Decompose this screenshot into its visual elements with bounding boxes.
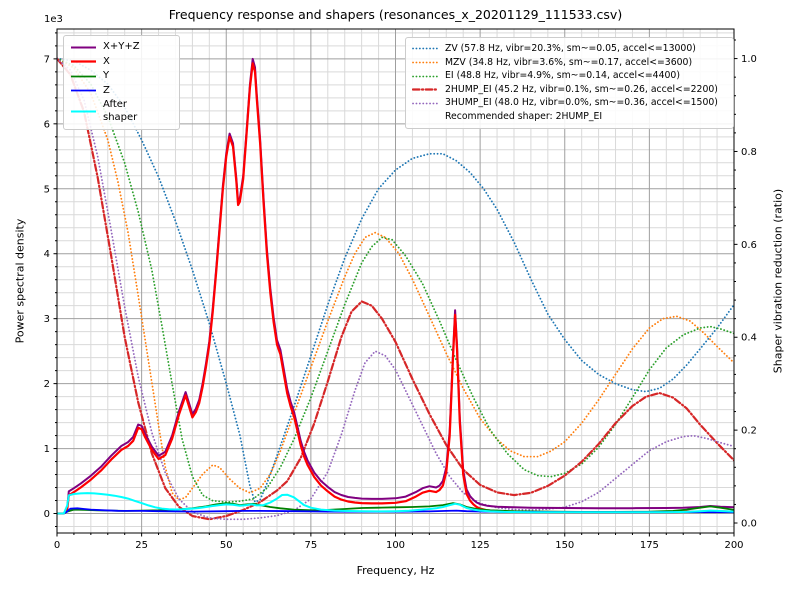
legend-entry: 3HUMP_EI (48.0 Hz, vibr=0.0%, sm~=0.36, … (412, 97, 727, 109)
legend-entry: ZV (57.8 Hz, vibr=20.3%, sm~=0.05, accel… (412, 43, 727, 55)
series-2hump-ei (57, 57, 734, 521)
y-left-tick-label: 6 (44, 119, 50, 130)
legend-entry-label: X+Y+Z (103, 41, 140, 52)
y-left-tick-label: 1 (44, 444, 50, 455)
legend-entry-label: Y (103, 70, 110, 81)
x-tick-label: 100 (386, 540, 405, 551)
y-left-tick-label: 0 (44, 509, 50, 520)
line-swatch-icon (71, 89, 96, 92)
y-right-tick-label: 0.4 (741, 333, 757, 344)
x-tick-label: 200 (724, 540, 743, 551)
y-right-tick-label: 0.6 (741, 240, 757, 251)
x-tick-label: 175 (640, 540, 659, 551)
legend-entry: EI (48.8 Hz, vibr=4.9%, sm~=0.14, accel<… (412, 70, 727, 82)
y-right-tick-label: 0.8 (741, 147, 757, 158)
legend-entry-label: EI (48.8 Hz, vibr=4.9%, sm~=0.14, accel<… (445, 70, 680, 82)
y-left-tick-label: 4 (44, 249, 50, 260)
line-swatch-icon (412, 111, 439, 122)
x-tick-label: 150 (555, 540, 574, 551)
x-tick-label: 25 (135, 540, 148, 551)
line-swatch-icon (71, 46, 96, 49)
line-swatch-icon (71, 110, 96, 113)
series-3hump-ei (57, 57, 734, 521)
legend-footer-label: Recommended shaper: 2HUMP_EI (445, 111, 603, 123)
legend-shapers: ZV (57.8 Hz, vibr=20.3%, sm~=0.05, accel… (405, 37, 734, 129)
line-swatch-icon (71, 75, 96, 78)
x-tick-label: 75 (305, 540, 318, 551)
chart-title: Frequency response and shapers (resonanc… (168, 7, 623, 22)
series-ei (57, 57, 734, 503)
y-axis-label-right: Shaper vibration reduction (ratio) (771, 188, 785, 374)
y-right-tick-label: 0.0 (741, 519, 757, 530)
legend-entry: After shaper (70, 99, 173, 124)
series-group (57, 57, 734, 521)
legend-entry-label: Z (103, 84, 110, 96)
series-zv (57, 57, 734, 503)
x-tick-label: 50 (220, 540, 233, 551)
y-left-tick-label: 2 (44, 379, 50, 390)
x-tick-label: 0 (54, 540, 60, 551)
legend-entry-label: X (103, 55, 110, 67)
y-left-tick-label: 5 (44, 184, 50, 195)
legend-entry-label: MZV (34.8 Hz, vibr=3.6%, sm~=0.17, accel… (445, 56, 693, 68)
legend-footer: Recommended shaper: 2HUMP_EI (412, 111, 727, 123)
y-axis-offset-label: 1e3 (44, 14, 63, 25)
legend-entry: X+Y+Z (70, 41, 173, 54)
y-axis-label-left: Power spectral density (13, 218, 27, 344)
series-x (57, 62, 734, 515)
series-after-shaper (57, 492, 734, 515)
y-right-tick-label: 1.0 (741, 54, 757, 65)
tick-labels: 0 25 50 75 100 125 150 175 200 0 1 2 3 4 5 6 7 0.0 0.2 0.4 0… (44, 54, 757, 551)
legend-entry-label: 3HUMP_EI (48.0 Hz, vibr=0.0%, sm~=0.36, … (445, 97, 718, 109)
legend-entry-label: After shaper (103, 99, 138, 123)
line-swatch-icon (412, 61, 439, 64)
line-swatch-icon (412, 75, 439, 77)
legend-entry: 2HUMP_EI (45.2 Hz, vibr=0.1%, sm~=0.26, … (412, 84, 727, 96)
legend-entry: Z (70, 85, 173, 98)
legend-psd: X+Y+Z X Y Z After shaper (63, 35, 180, 130)
series-mzv (57, 57, 734, 501)
x-axis-label: Frequency, Hz (356, 564, 435, 577)
line-swatch-icon (71, 60, 96, 63)
y-left-tick-label: 7 (44, 54, 50, 65)
y-left-tick-label: 3 (44, 314, 50, 325)
legend-entry: Y (70, 70, 173, 83)
line-swatch-icon (412, 88, 439, 91)
legend-entry: X (70, 56, 173, 69)
legend-entry: MZV (34.8 Hz, vibr=3.6%, sm~=0.17, accel… (412, 57, 727, 69)
axes-frame (53, 28, 738, 537)
x-tick-label: 125 (471, 540, 490, 551)
line-swatch-icon (412, 47, 439, 50)
legend-entry-label: 2HUMP_EI (45.2 Hz, vibr=0.1%, sm~=0.26, … (445, 83, 718, 95)
y-right-tick-label: 0.2 (741, 426, 757, 437)
line-swatch-icon (412, 102, 439, 105)
legend-entry-label: ZV (57.8 Hz, vibr=20.3%, sm~=0.05, accel… (445, 43, 696, 54)
